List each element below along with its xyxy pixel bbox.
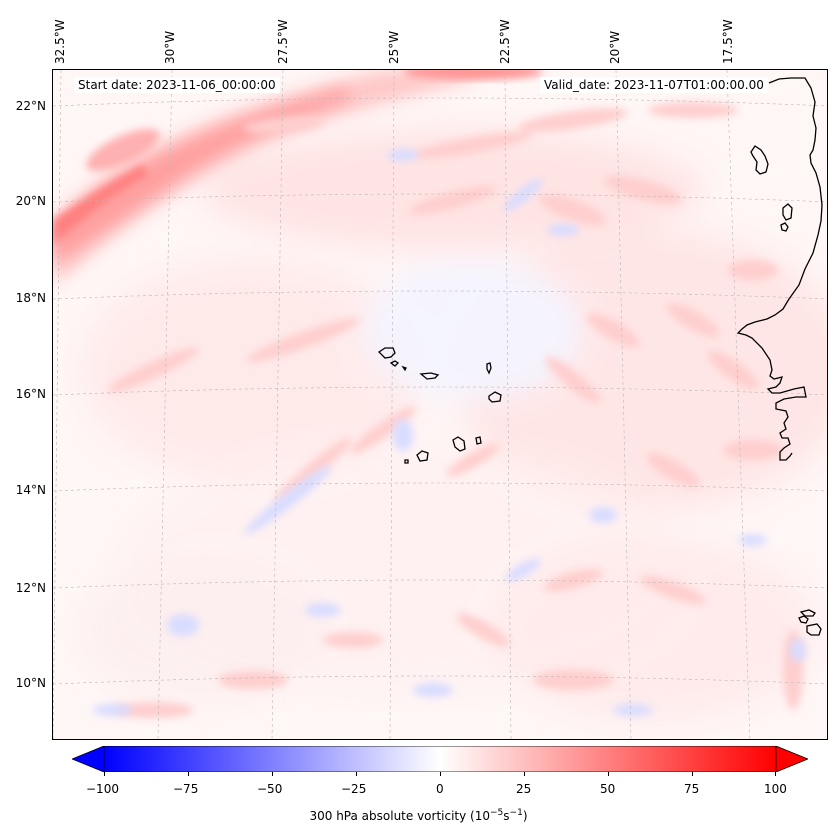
lon-label-17-5w: 17.5°W (721, 19, 735, 64)
colorbar-label: 300 hPa absolute vorticity (10−5s−1) (0, 808, 837, 823)
colorbar-tick-neg50: −50 (257, 782, 283, 796)
colorbar-tick-neg100: −100 (86, 782, 119, 796)
colorbar-tickmark (692, 772, 693, 776)
lat-label-18n: 18°N (15, 291, 46, 305)
map-canvas (53, 70, 827, 739)
vorticity-map (52, 69, 828, 740)
jet-band (53, 70, 543, 285)
lon-label-20w: 20°W (608, 30, 622, 64)
colorbar-label-unit: s (503, 809, 510, 823)
colorbar-tickmark (775, 772, 776, 776)
colorbar-tick-neg75: −75 (173, 782, 199, 796)
lon-label-27-5w: 27.5°W (276, 19, 290, 64)
colorbar-tickmark (440, 772, 441, 776)
colorbar-label-exp1: −5 (490, 808, 504, 818)
lat-label-14n: 14°N (15, 483, 46, 497)
lat-label-10n: 10°N (15, 676, 46, 690)
african-coastline (736, 77, 823, 636)
graticule (53, 70, 827, 739)
lat-label-22n: 22°N (15, 99, 46, 113)
colorbar-tick-75: 75 (684, 782, 700, 796)
colorbar-svg (70, 745, 810, 773)
colorbar-min-extend (70, 745, 105, 773)
lat-label-16n: 16°N (15, 387, 46, 401)
negative-streaks (93, 149, 806, 716)
lon-label-25w: 25°W (387, 30, 401, 64)
colorbar-gradient (103, 745, 777, 773)
colorbar (70, 745, 810, 773)
colorbar-tickmark (524, 772, 525, 776)
colorbar-tickmark (608, 772, 609, 776)
colorbar-tick-100: 100 (764, 782, 787, 796)
cape-verde-islands (377, 347, 502, 464)
lat-label-20n: 20°N (15, 194, 46, 208)
colorbar-label-close: ) (522, 809, 528, 823)
colorbar-tick-neg25: −25 (341, 782, 367, 796)
colorbar-tickmark (188, 772, 189, 776)
start-date-label: Start date: 2023-11-06_00:00:00 (74, 77, 280, 93)
colorbar-tickmark (272, 772, 273, 776)
lon-label-32-5w: 32.5°W (53, 19, 67, 64)
colorbar-max-extend (775, 745, 810, 773)
positive-streaks (107, 102, 803, 718)
lon-label-22-5w: 22.5°W (498, 19, 512, 64)
lon-label-30w: 30°W (163, 30, 177, 64)
colorbar-tickmark (356, 772, 357, 776)
lat-label-12n: 12°N (15, 581, 46, 595)
colorbar-tick-50: 50 (600, 782, 616, 796)
valid-date-label: Valid_date: 2023-11-07T01:00:00.00 (540, 77, 768, 93)
colorbar-tickmark (104, 772, 105, 776)
colorbar-tick-0: 0 (436, 782, 444, 796)
colorbar-tick-25: 25 (516, 782, 532, 796)
colorbar-label-main: 300 hPa absolute vorticity (10 (309, 809, 490, 823)
colorbar-label-exp2: −1 (509, 808, 523, 818)
